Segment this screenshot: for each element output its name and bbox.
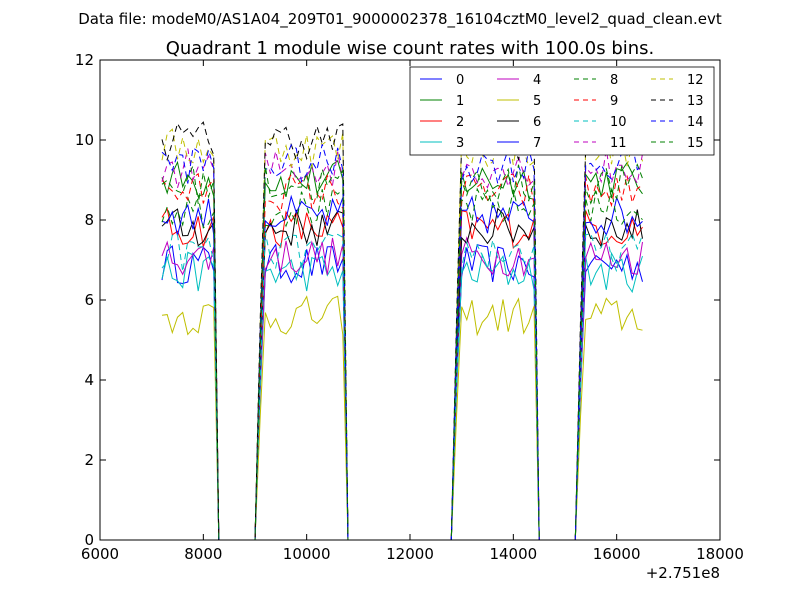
- legend-label-12: 12: [687, 73, 704, 88]
- y-tick-label: 12: [75, 51, 94, 69]
- legend-label-6: 6: [533, 115, 541, 130]
- x-tick-label: 8000: [184, 545, 222, 563]
- series-layer: [161, 119, 643, 541]
- chart-title: Quadrant 1 module wise count rates with …: [166, 38, 655, 59]
- series-line-11: [161, 148, 643, 541]
- y-tick-label: 6: [84, 291, 94, 309]
- legend-label-5: 5: [533, 94, 541, 109]
- series-line-5: [161, 295, 643, 541]
- legend-box: [409, 66, 715, 156]
- series-line-7: [161, 194, 643, 541]
- legend-label-10: 10: [610, 115, 627, 130]
- series-line-2: [161, 207, 643, 541]
- legend-label-15: 15: [687, 136, 704, 151]
- ticks-layer: 6000 8000 10000 12000 14000 16000 180000246810…: [75, 51, 744, 563]
- series-line-3: [161, 251, 643, 541]
- series-line-1: [161, 159, 643, 541]
- series-line-6: [161, 207, 643, 541]
- legend-label-9: 9: [610, 94, 618, 109]
- chart-suptitle: Data file: modeM0/AS1A04_209T01_90000023…: [78, 10, 722, 29]
- x-tick-label: 10000: [283, 545, 331, 563]
- x-tick-label: 6000: [81, 545, 119, 563]
- x-tick-label: 16000: [593, 545, 641, 563]
- y-tick-label: 8: [84, 211, 94, 229]
- legend-label-14: 14: [687, 115, 704, 130]
- series-line-4: [161, 236, 643, 541]
- legend-label-2: 2: [456, 115, 464, 130]
- legend-label-13: 13: [687, 94, 704, 109]
- legend-label-8: 8: [610, 73, 618, 88]
- series-line-13: [161, 119, 643, 541]
- y-tick-label: 0: [84, 531, 94, 549]
- x-offset-label: +2.751e8: [646, 564, 720, 582]
- series-line-15: [161, 163, 643, 541]
- y-tick-label: 10: [75, 131, 94, 149]
- legend-label-7: 7: [533, 136, 541, 151]
- y-tick-label: 4: [84, 371, 94, 389]
- x-tick-label: 18000: [696, 545, 744, 563]
- legend-label-0: 0: [456, 73, 464, 88]
- series-line-12: [161, 128, 643, 541]
- series-line-10: [161, 231, 643, 541]
- legend-label-1: 1: [456, 94, 464, 109]
- series-line-14: [161, 143, 643, 541]
- legend-label-4: 4: [533, 73, 541, 88]
- x-tick-label: 14000: [489, 545, 537, 563]
- series-line-0: [161, 243, 643, 541]
- series-line-8: [161, 187, 643, 541]
- y-tick-label: 2: [84, 451, 94, 469]
- series-line-9: [161, 172, 643, 541]
- legend-label-3: 3: [456, 136, 464, 151]
- legend-label-11: 11: [610, 136, 627, 151]
- x-tick-label: 12000: [386, 545, 434, 563]
